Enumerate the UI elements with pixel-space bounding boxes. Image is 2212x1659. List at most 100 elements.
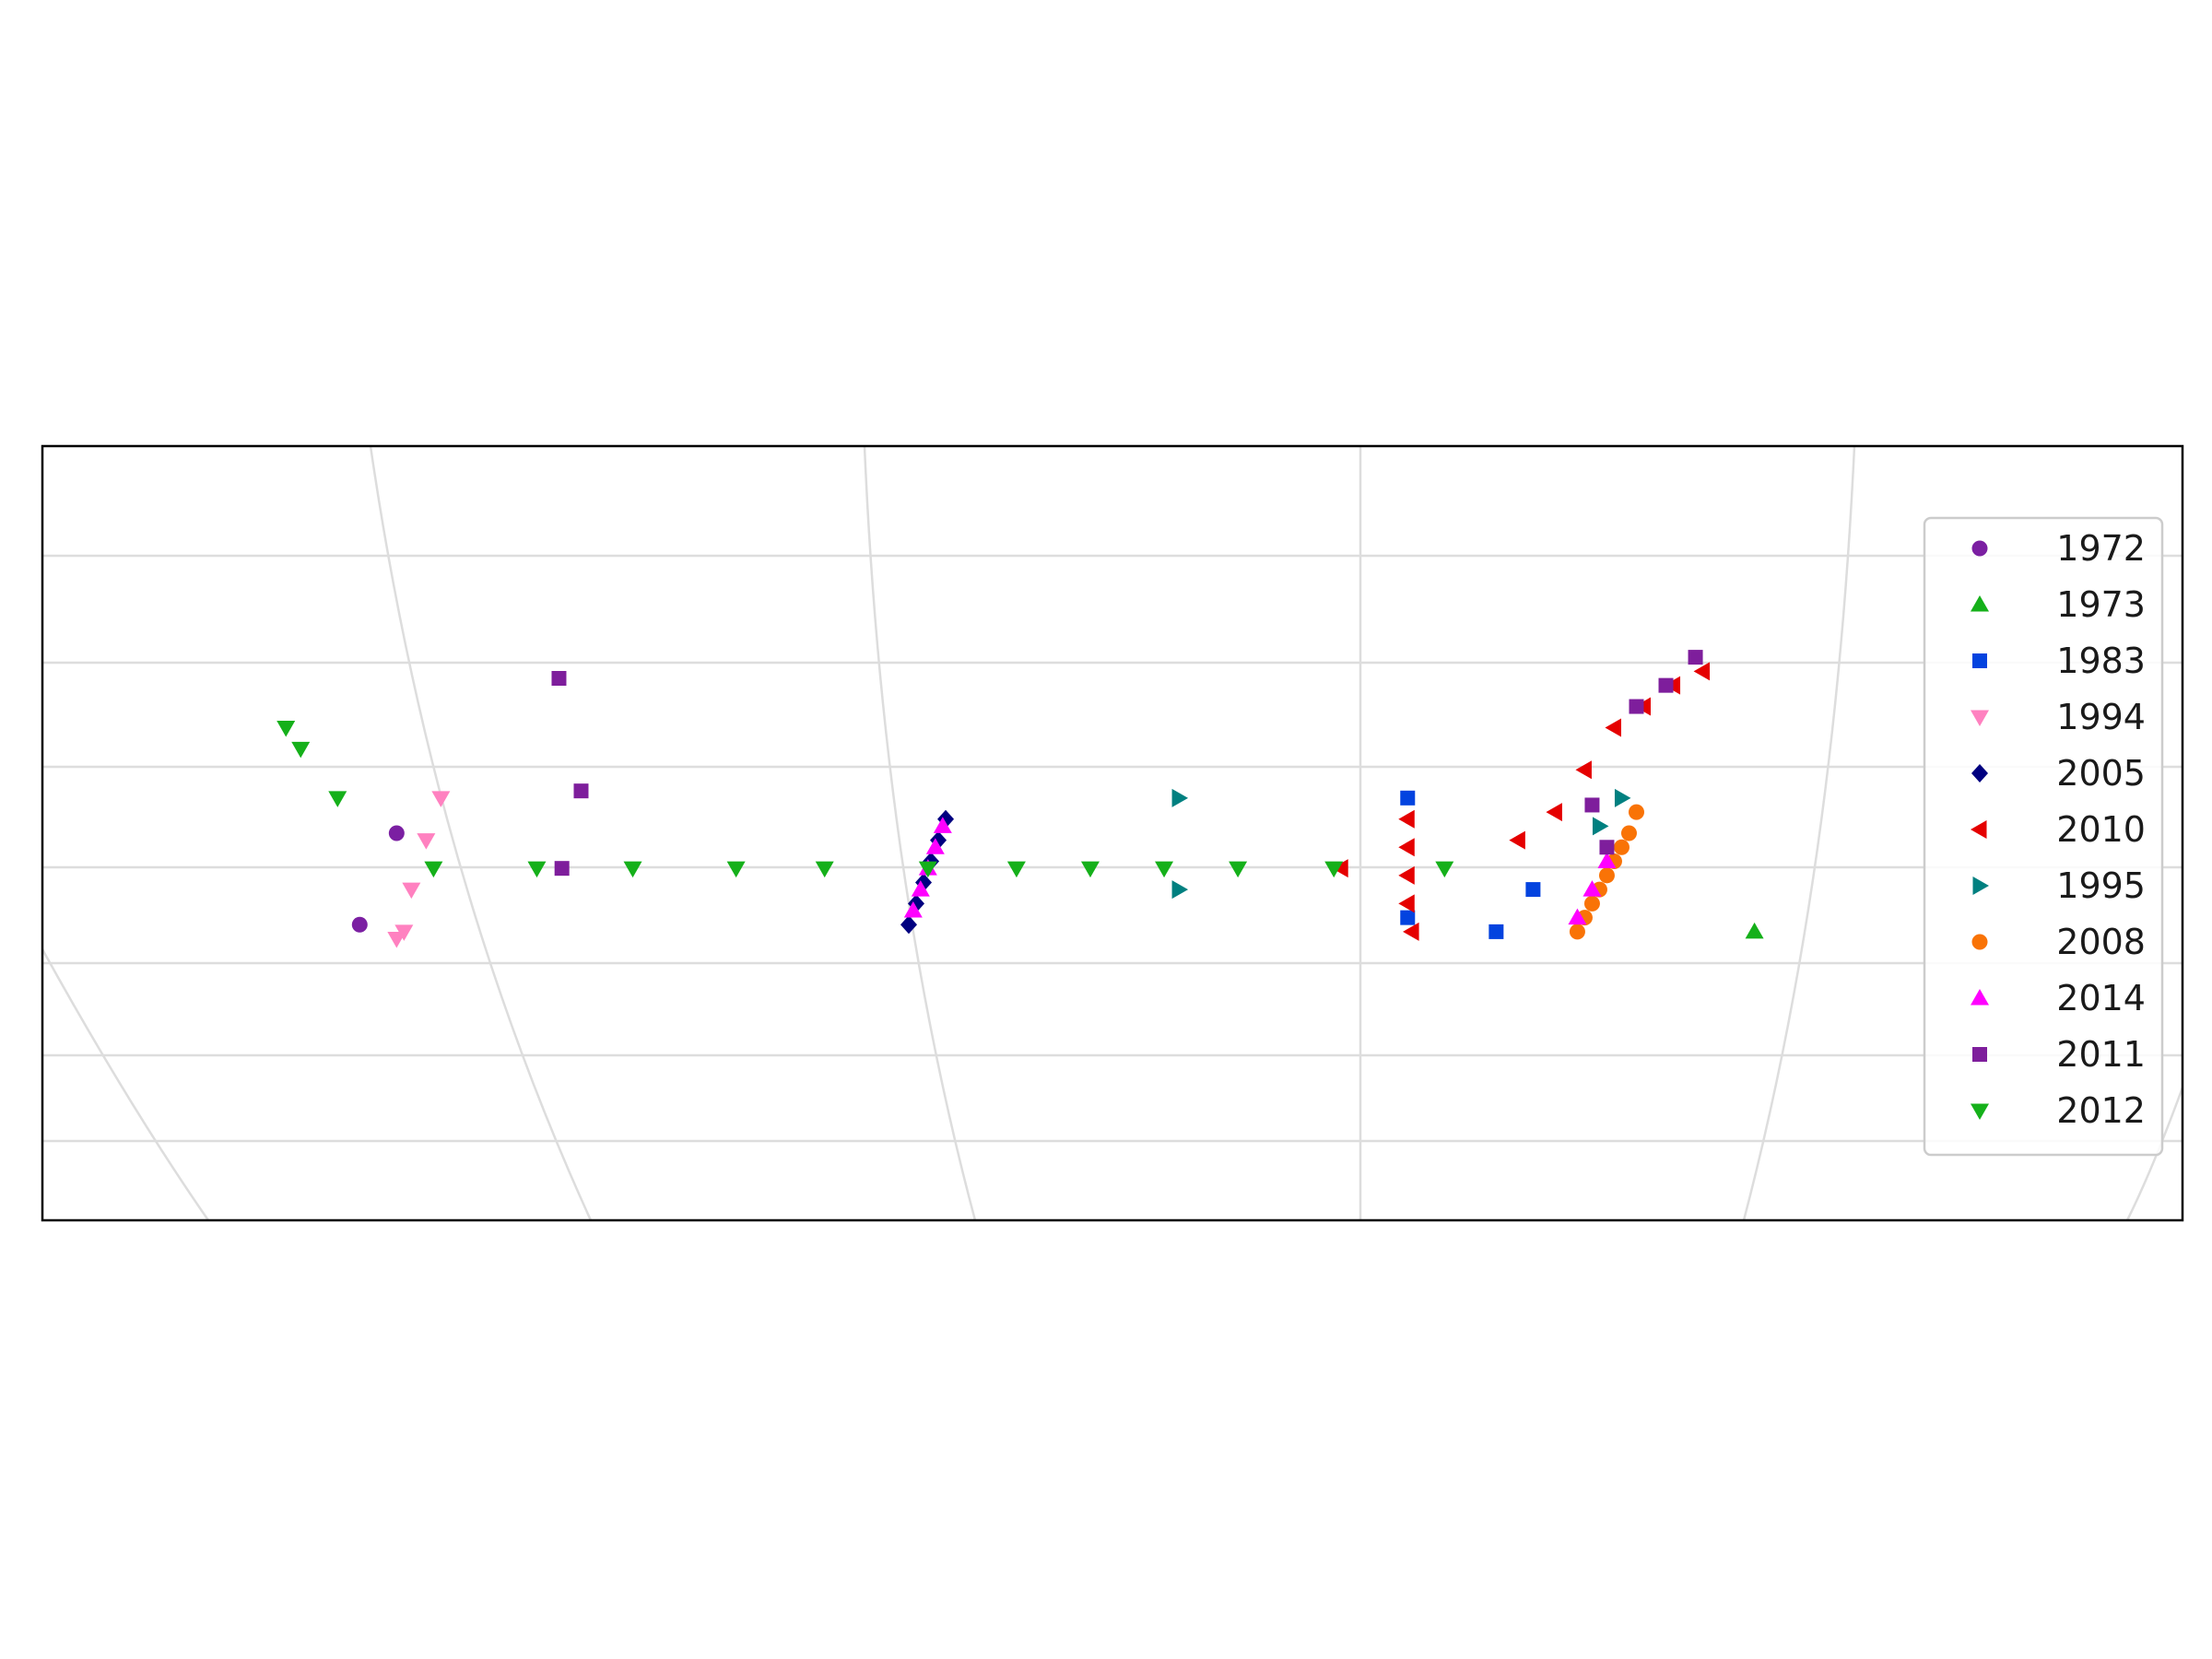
data-point-2012: [276, 720, 296, 737]
legend-marker-1994: [1971, 710, 1989, 726]
data-point-2012: [1155, 861, 1174, 878]
data-point-2010: [1509, 830, 1525, 850]
data-point-2014: [1568, 908, 1587, 925]
data-point-2011: [551, 671, 567, 686]
legend-marker-2014: [1971, 989, 1989, 1006]
data-point-2010: [1693, 662, 1711, 681]
series-2011: [551, 650, 1703, 877]
data-point-2012: [1006, 861, 1026, 878]
data-point-2011: [1688, 650, 1703, 665]
legend-label-1983: 1983: [2056, 641, 2146, 681]
series-1972: [351, 825, 405, 933]
legend-marker-1972: [1971, 540, 1988, 557]
data-point-2012: [1324, 861, 1344, 878]
data-point-2012: [918, 861, 937, 878]
data-point-2012: [527, 861, 547, 878]
data-point-1994: [402, 882, 421, 900]
data-point-1995: [1171, 880, 1189, 900]
legend-marker-1983: [1972, 653, 1987, 668]
data-point-1995: [1614, 788, 1631, 807]
legend-label-2008: 2008: [2056, 922, 2146, 962]
data-point-2012: [623, 861, 642, 878]
data-points: [276, 650, 1764, 948]
data-point-2014: [1597, 852, 1617, 869]
data-point-2012: [1080, 861, 1100, 878]
data-point-2010: [1398, 865, 1415, 885]
gridline-curved: [42, 948, 210, 1220]
data-point-2008: [1583, 895, 1600, 912]
series-1973: [1745, 922, 1764, 939]
data-point-2011: [1658, 677, 1674, 693]
data-point-2012: [1435, 861, 1454, 878]
data-point-2012: [815, 861, 834, 878]
data-point-1995: [1171, 788, 1189, 807]
data-point-2012: [1229, 861, 1248, 878]
data-point-2005: [900, 915, 918, 935]
legend-marker-2011: [1972, 1047, 1987, 1062]
data-point-1983: [1525, 882, 1541, 898]
series-1983: [1400, 790, 1541, 939]
gridline-curved: [863, 446, 977, 1220]
data-point-2011: [1629, 699, 1644, 714]
data-point-2014: [903, 901, 923, 918]
legend-marker-1973: [1971, 595, 1989, 612]
data-point-1994: [431, 791, 451, 807]
data-point-2010: [1398, 838, 1415, 857]
data-point-1972: [351, 916, 368, 933]
series-2014: [903, 817, 1617, 925]
data-point-2005: [937, 809, 955, 829]
data-point-1973: [1745, 922, 1764, 939]
series-2012: [276, 720, 1454, 878]
legend-label-1972: 1972: [2056, 528, 2146, 569]
data-point-2010: [1398, 809, 1415, 829]
data-point-2010: [1546, 803, 1562, 822]
legend-box: [1923, 516, 2164, 1157]
legend-marker-2008: [1971, 934, 1988, 950]
legend-marker-2010: [1971, 820, 1987, 839]
series-1994: [387, 791, 451, 948]
gridline-curved: [369, 446, 593, 1220]
data-point-1983: [1400, 910, 1416, 925]
data-point-2008: [1598, 867, 1615, 884]
plot-frame: [41, 444, 2184, 1222]
data-point-2014: [1583, 880, 1602, 897]
data-point-2014: [925, 838, 945, 854]
data-point-2008: [1620, 825, 1637, 841]
data-point-2008: [1569, 924, 1585, 940]
legend: 1972 1973 1983 1994 2005 2010 1995 2008 2014 2011…: [1923, 516, 2164, 1157]
legend-label-1973: 1973: [2056, 584, 2146, 625]
data-point-2014: [911, 880, 930, 897]
data-point-1972: [388, 825, 405, 841]
data-point-2011: [573, 783, 589, 799]
data-point-2010: [1398, 894, 1415, 913]
data-point-1983: [1488, 924, 1504, 939]
legend-label-1995: 1995: [2056, 865, 2146, 906]
data-point-2011: [554, 861, 570, 877]
legend-label-2011: 2011: [2056, 1034, 2146, 1075]
data-point-2008: [1613, 839, 1630, 855]
data-point-2010: [1332, 859, 1348, 878]
data-point-2010: [1575, 760, 1592, 780]
legend-marker-2005: [1971, 764, 1988, 782]
series-1995: [1171, 788, 1631, 900]
legend-label-2012: 2012: [2056, 1090, 2146, 1131]
legend-label-2005: 2005: [2056, 753, 2146, 794]
legend-label-2010: 2010: [2056, 809, 2146, 850]
gridline-curved: [2125, 1087, 2183, 1220]
legend-marker-1995: [1972, 877, 1989, 895]
data-point-2012: [726, 861, 746, 878]
legend-marker-2012: [1971, 1103, 1989, 1120]
data-point-2012: [291, 741, 311, 759]
legend-label-2014: 2014: [2056, 978, 2146, 1018]
data-point-2011: [1584, 797, 1600, 813]
data-point-2012: [328, 791, 347, 807]
data-point-1994: [417, 833, 436, 850]
data-point-2012: [424, 861, 443, 878]
data-point-1995: [1592, 817, 1609, 836]
data-point-2014: [933, 817, 952, 833]
gridline-curved: [1742, 446, 1856, 1220]
series-2010: [1332, 662, 1711, 941]
data-point-1983: [1400, 790, 1416, 806]
gridlines: [42, 446, 2183, 1220]
